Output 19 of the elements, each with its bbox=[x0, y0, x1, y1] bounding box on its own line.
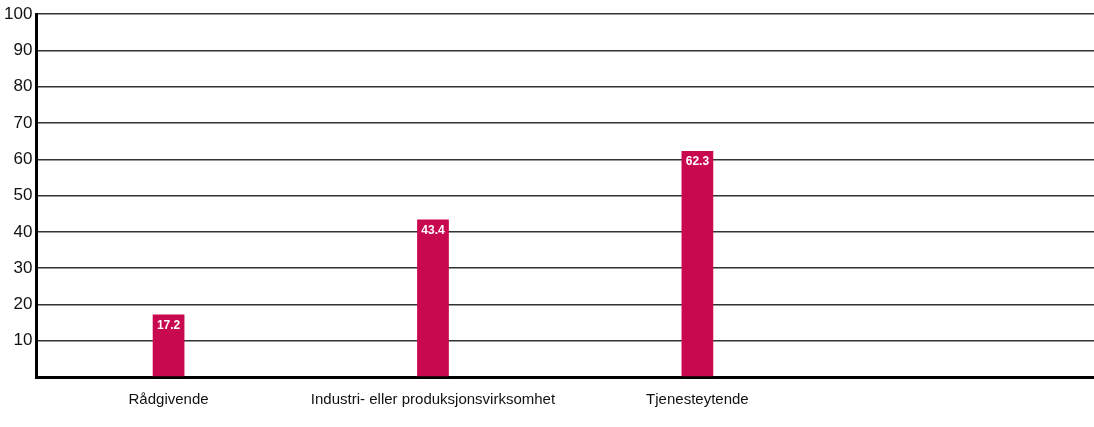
bar bbox=[152, 314, 185, 377]
data-label: 17.2 bbox=[156, 317, 181, 332]
x-tick-label: Tjenesteytende bbox=[646, 390, 749, 408]
y-tick-label: 100 bbox=[3, 3, 33, 23]
y-tick-label: 90 bbox=[13, 40, 33, 60]
y-tick-label: 40 bbox=[13, 221, 33, 241]
y-tick-label: 30 bbox=[13, 257, 33, 277]
data-label: 43.4 bbox=[421, 222, 445, 237]
y-tick-label: 80 bbox=[13, 76, 33, 96]
bar bbox=[681, 150, 714, 377]
x-tick-label: Industri- eller produksjonsvirksomhet bbox=[310, 390, 556, 408]
y-tick-label: 70 bbox=[13, 112, 33, 132]
bar bbox=[417, 219, 449, 377]
y-tick-label: 50 bbox=[13, 185, 33, 205]
x-tick-label: Rådgivende bbox=[128, 390, 209, 408]
y-tick-label: 60 bbox=[13, 149, 33, 169]
y-tick-label: 10 bbox=[13, 330, 33, 350]
data-label: 62.3 bbox=[685, 154, 710, 169]
y-tick-label: 20 bbox=[13, 294, 33, 314]
